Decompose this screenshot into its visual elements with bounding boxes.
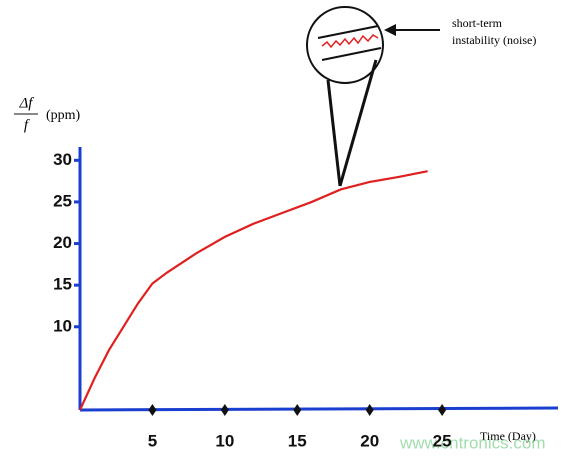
x-label: Time (Day) [480,429,536,443]
x-axis [79,406,559,412]
x-tick [148,404,157,416]
annotation: short-term instability (noise) [452,16,536,47]
x-tick-label: 15 [288,431,307,450]
y-label-unit: (ppm) [46,108,81,123]
x-tick-label: 5 [148,431,157,450]
zoom-line [326,79,342,187]
y-tick-label: 10 [53,316,72,335]
x-tick [293,404,302,416]
y-label-num: Δf [19,95,35,111]
watermark: www.cntronics.com [399,433,545,452]
line [78,170,428,411]
y-tick-label: 30 [53,150,72,169]
x-tick-label: 10 [215,431,234,450]
y-label-den: f [24,117,30,133]
noise-trace [321,34,379,49]
y-tick-label: 15 [53,275,72,294]
x-tick-label: 20 [360,431,379,450]
y-tick-label: 25 [53,191,72,210]
x-tick-label: 25 [433,431,452,450]
zoom-line [338,59,378,187]
noise-bound [317,25,379,39]
x-tick [365,404,374,416]
noise-bound [321,47,382,61]
x-tick [438,404,447,416]
x-tick [220,404,229,416]
y-tick-label: 20 [53,233,72,252]
arrow-head [384,24,396,36]
magnifier [306,6,384,84]
